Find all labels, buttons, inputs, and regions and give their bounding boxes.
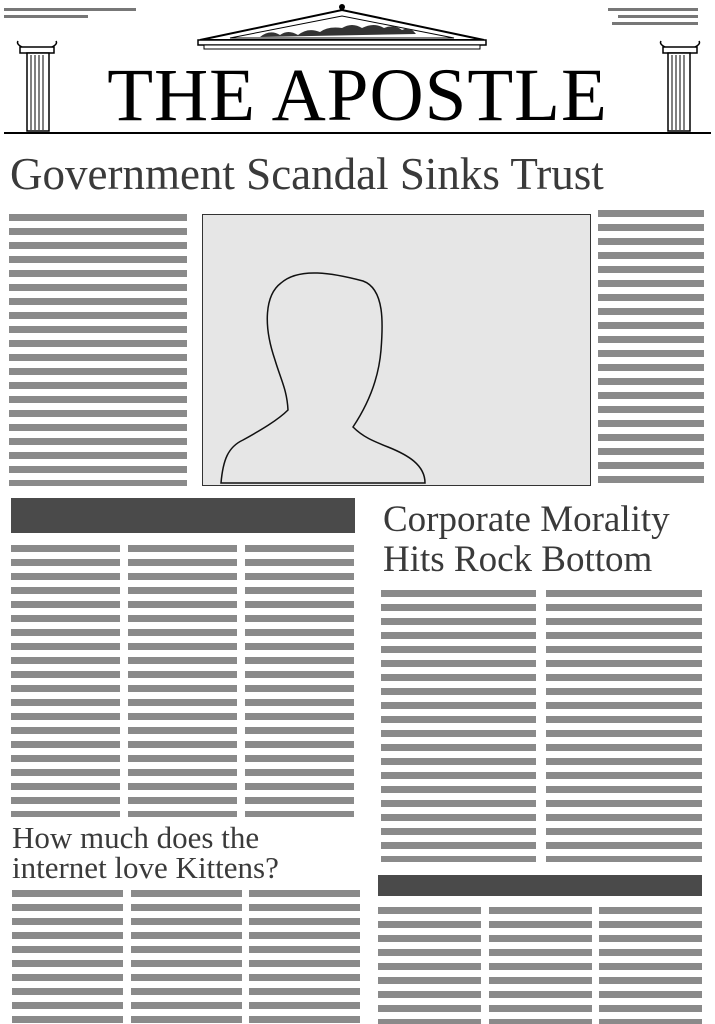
section-heading-bar	[11, 498, 355, 533]
pediment-icon	[197, 4, 487, 50]
left-block-column-2	[128, 545, 237, 817]
main-story-photo	[202, 214, 591, 486]
kittens-headline: How much does the internet love Kittens?	[12, 820, 279, 885]
section-heading-bar	[378, 875, 702, 896]
top-right-rule	[612, 22, 698, 25]
masthead-logo	[4, 4, 711, 134]
main-story-right-column	[598, 210, 704, 486]
main-story-left-column	[9, 214, 187, 486]
top-right-rule	[608, 8, 698, 11]
top-right-rule	[618, 15, 698, 18]
left-block-column-1	[11, 545, 120, 817]
bottom-right-column-1	[378, 907, 481, 1024]
kittens-story-column-1	[12, 890, 123, 1024]
left-column-icon	[16, 40, 58, 132]
bottom-right-column-3	[599, 907, 702, 1024]
kittens-story-column-2	[131, 890, 242, 1024]
top-left-rule	[4, 8, 136, 11]
masthead-title: THE APOSTLE	[107, 54, 608, 137]
main-headline: Government Scandal Sinks Trust	[10, 149, 604, 199]
corporate-story-column-1	[381, 590, 536, 862]
right-column-icon	[659, 40, 701, 132]
top-left-rule	[4, 15, 88, 18]
bottom-right-column-2	[489, 907, 592, 1024]
corporate-morality-headline: Corporate Morality Hits Rock Bottom	[383, 499, 670, 580]
kittens-story-column-3	[249, 890, 360, 1024]
corporate-story-column-2	[546, 590, 702, 862]
left-block-column-3	[245, 545, 354, 817]
person-silhouette-icon	[220, 272, 426, 484]
